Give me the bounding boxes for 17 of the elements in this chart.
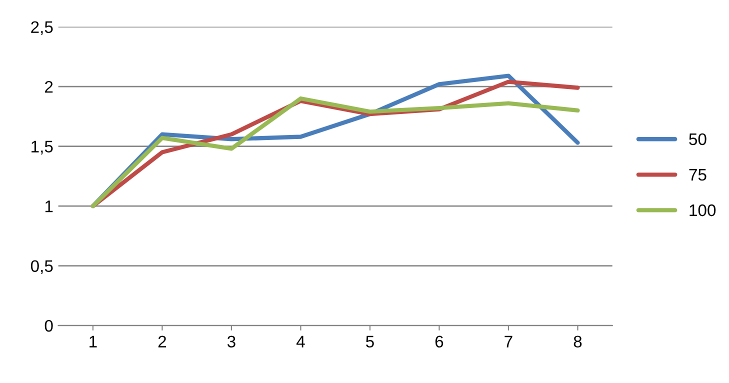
x-tick-label: 4 [296, 336, 305, 348]
x-tick-label: 7 [504, 336, 512, 348]
legend-label: 50 [689, 133, 706, 146]
y-tick-label: 0 [44, 320, 53, 332]
y-tick-label: 1,5 [32, 140, 53, 154]
y-tick-label: 1 [45, 200, 53, 212]
x-tick-label: 2 [158, 336, 166, 348]
x-tick-label: 3 [227, 336, 236, 348]
y-tick-label: 2,5 [31, 21, 53, 35]
y-tick-label: 2 [45, 80, 53, 93]
legend-label: 75 [689, 169, 706, 181]
x-tick-label: 1 [90, 336, 97, 348]
legend-label: 100 [690, 204, 716, 216]
x-tick-label: 5 [366, 336, 374, 348]
x-tick-label: 6 [435, 336, 444, 348]
y-tick-label: 0,5 [30, 260, 53, 274]
x-tick-label: 8 [574, 336, 582, 348]
